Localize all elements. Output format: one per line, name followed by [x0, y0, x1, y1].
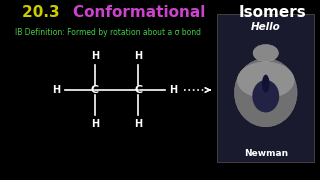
- Text: H: H: [52, 85, 60, 95]
- Text: Conformational: Conformational: [73, 5, 211, 20]
- Ellipse shape: [262, 75, 269, 93]
- Text: Hello: Hello: [251, 22, 281, 32]
- Text: C: C: [91, 85, 99, 95]
- Text: H: H: [134, 51, 142, 61]
- Text: IB Definition: Formed by rotation about a σ bond: IB Definition: Formed by rotation about …: [15, 28, 201, 37]
- Ellipse shape: [234, 58, 297, 127]
- Text: H: H: [91, 51, 99, 61]
- Text: H: H: [134, 119, 142, 129]
- Text: Isomers: Isomers: [239, 5, 307, 20]
- Text: 20.3: 20.3: [21, 5, 64, 20]
- Text: C: C: [134, 85, 142, 95]
- Ellipse shape: [237, 62, 294, 98]
- Ellipse shape: [252, 80, 279, 112]
- Ellipse shape: [253, 44, 278, 62]
- Text: Newman: Newman: [244, 149, 288, 158]
- FancyBboxPatch shape: [217, 14, 314, 162]
- Text: H: H: [91, 119, 99, 129]
- Text: H: H: [169, 85, 178, 95]
